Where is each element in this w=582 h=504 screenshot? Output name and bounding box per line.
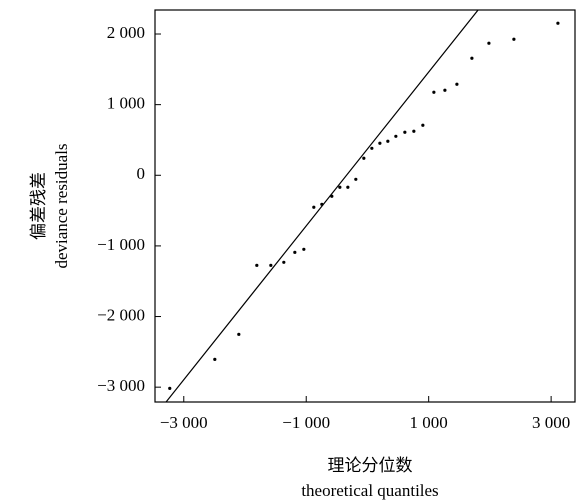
x-axis-label: 理论分位数 xyxy=(328,456,413,475)
y-axis-label: 偏差残差 xyxy=(29,172,48,240)
point xyxy=(312,205,316,209)
point xyxy=(455,82,459,86)
y-tick-label: −3 000 xyxy=(97,376,145,395)
point xyxy=(512,37,516,41)
point xyxy=(386,139,390,143)
y-tick-label: −2 000 xyxy=(97,305,145,324)
point xyxy=(320,202,324,206)
point xyxy=(432,90,436,94)
x-tick-label: 1 000 xyxy=(410,413,448,432)
point xyxy=(213,357,217,361)
point xyxy=(403,130,407,134)
point xyxy=(302,247,306,251)
point xyxy=(362,156,366,160)
point xyxy=(443,88,447,92)
plot-frame xyxy=(154,9,576,403)
point xyxy=(370,146,374,150)
point xyxy=(421,123,425,127)
point xyxy=(470,56,474,60)
point xyxy=(394,134,398,138)
point xyxy=(269,263,273,267)
point xyxy=(293,250,297,254)
y-tick-label: 1 000 xyxy=(107,94,145,113)
x-tick-label: 3 000 xyxy=(532,413,570,432)
point xyxy=(330,194,334,198)
reference-line xyxy=(165,10,479,402)
point xyxy=(412,129,416,133)
y-axis-label: deviance residuals xyxy=(52,143,71,268)
point xyxy=(487,41,491,45)
point xyxy=(354,177,358,181)
point xyxy=(237,332,241,336)
y-tick-label: 2 000 xyxy=(107,23,145,42)
point xyxy=(255,263,259,267)
point xyxy=(168,386,172,390)
point xyxy=(338,185,342,189)
point xyxy=(346,185,350,189)
x-axis-label: theoretical quantiles xyxy=(301,481,438,500)
y-tick-label: 0 xyxy=(137,164,146,183)
x-tick-label: −1 000 xyxy=(282,413,330,432)
y-tick-label: −1 000 xyxy=(97,235,145,254)
point xyxy=(282,260,286,264)
point xyxy=(378,141,382,145)
point xyxy=(556,21,560,25)
x-tick-label: −3 000 xyxy=(160,413,208,432)
